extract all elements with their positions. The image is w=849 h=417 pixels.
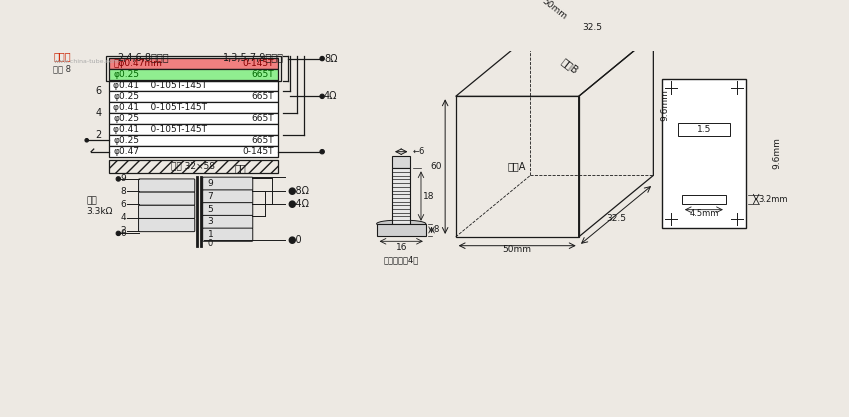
Bar xyxy=(109,146,278,157)
FancyBboxPatch shape xyxy=(203,177,253,190)
Text: 3: 3 xyxy=(208,218,213,226)
Circle shape xyxy=(731,81,743,94)
Text: φ0.25: φ0.25 xyxy=(113,92,139,101)
FancyBboxPatch shape xyxy=(203,228,253,241)
Text: 次级: 次级 xyxy=(234,163,246,173)
Text: 8Ω: 8Ω xyxy=(324,53,337,63)
Bar xyxy=(109,69,278,80)
Circle shape xyxy=(665,213,677,226)
Text: 舌宽A: 舌宽A xyxy=(508,162,526,172)
Text: 2: 2 xyxy=(95,130,101,140)
Text: 2: 2 xyxy=(121,226,127,235)
Bar xyxy=(109,58,278,69)
Text: 50mm: 50mm xyxy=(503,245,531,254)
Text: 4: 4 xyxy=(121,213,127,222)
Text: 0: 0 xyxy=(121,229,127,238)
Circle shape xyxy=(731,213,743,226)
Text: 9.6mm: 9.6mm xyxy=(661,89,669,121)
Text: 9: 9 xyxy=(121,174,127,183)
Text: 上面板螺栓4只: 上面板螺栓4只 xyxy=(384,255,419,264)
Text: 屏极 8: 屏极 8 xyxy=(53,65,71,74)
Text: 665T: 665T xyxy=(251,92,274,101)
Circle shape xyxy=(320,94,324,98)
Text: 1.5: 1.5 xyxy=(697,125,711,134)
Text: 4Ω: 4Ω xyxy=(324,91,337,101)
Bar xyxy=(109,160,278,173)
Circle shape xyxy=(85,138,88,142)
Text: 6: 6 xyxy=(95,86,101,96)
Ellipse shape xyxy=(377,220,426,227)
Text: 2,4,6,8段串联: 2,4,6,8段串联 xyxy=(117,53,169,63)
FancyBboxPatch shape xyxy=(138,205,194,219)
Bar xyxy=(662,79,745,228)
Text: 665T: 665T xyxy=(251,70,274,79)
FancyBboxPatch shape xyxy=(138,192,194,205)
Text: 3.2mm: 3.2mm xyxy=(758,195,787,203)
Text: 铁芯 32×58: 铁芯 32×58 xyxy=(171,162,216,171)
Text: ●0: ●0 xyxy=(288,236,302,246)
FancyBboxPatch shape xyxy=(138,179,194,192)
Text: 5: 5 xyxy=(208,205,213,214)
Text: φ0.47: φ0.47 xyxy=(113,147,139,156)
Circle shape xyxy=(320,56,324,61)
FancyBboxPatch shape xyxy=(203,216,253,229)
Text: 9: 9 xyxy=(208,179,213,188)
Text: 0-145T: 0-145T xyxy=(242,59,274,68)
Text: 8: 8 xyxy=(121,187,127,196)
Bar xyxy=(109,135,278,146)
Text: 7: 7 xyxy=(208,192,213,201)
Text: 665T: 665T xyxy=(251,136,274,145)
Bar xyxy=(392,156,410,168)
Text: φ0.25: φ0.25 xyxy=(113,70,139,79)
Text: φ0.25: φ0.25 xyxy=(113,114,139,123)
Text: 1: 1 xyxy=(208,230,213,239)
Text: 665T: 665T xyxy=(251,114,274,123)
Bar xyxy=(109,124,278,135)
Text: 16: 16 xyxy=(396,243,407,252)
Bar xyxy=(377,224,426,236)
Text: 50mm: 50mm xyxy=(540,0,569,21)
Text: 8: 8 xyxy=(433,225,439,234)
FancyBboxPatch shape xyxy=(138,219,194,231)
Text: 4.5mm: 4.5mm xyxy=(689,209,718,218)
Text: 0-145T: 0-145T xyxy=(242,147,274,156)
Text: 线φ0.47mm: 线φ0.47mm xyxy=(113,59,162,68)
Bar xyxy=(392,168,410,224)
Text: 初级
3.3kΩ: 初级 3.3kΩ xyxy=(87,196,113,216)
Bar xyxy=(109,113,278,123)
Bar xyxy=(678,123,730,136)
Bar xyxy=(109,80,278,91)
Text: 32.5: 32.5 xyxy=(582,23,602,32)
Text: φ0.41    0-105T-145T: φ0.41 0-105T-145T xyxy=(113,81,207,90)
Text: 32.5: 32.5 xyxy=(606,214,626,223)
Bar xyxy=(109,103,278,113)
Text: ●8Ω: ●8Ω xyxy=(288,186,310,196)
FancyBboxPatch shape xyxy=(203,190,253,203)
Text: 9.6mm: 9.6mm xyxy=(772,138,781,169)
Text: 电子牛: 电子牛 xyxy=(53,52,71,62)
Text: www.china-tube.com: www.china-tube.com xyxy=(53,58,120,63)
Bar xyxy=(109,91,278,102)
Circle shape xyxy=(116,177,121,181)
Text: 0: 0 xyxy=(208,239,213,249)
Text: 18: 18 xyxy=(423,191,434,201)
Text: 1,3,5,7,9段并联: 1,3,5,7,9段并联 xyxy=(223,53,284,63)
FancyBboxPatch shape xyxy=(203,203,253,216)
Circle shape xyxy=(116,231,121,236)
Bar xyxy=(682,195,726,203)
Text: φ0.41    0-105T-145T: φ0.41 0-105T-145T xyxy=(113,103,207,112)
Text: 60: 60 xyxy=(430,162,442,171)
Bar xyxy=(106,56,281,80)
Text: 4: 4 xyxy=(95,108,101,118)
Text: ●4Ω: ●4Ω xyxy=(288,198,310,208)
Text: φ0.25: φ0.25 xyxy=(113,136,139,145)
Text: 6: 6 xyxy=(121,200,127,209)
Circle shape xyxy=(320,150,324,154)
Text: ←6: ←6 xyxy=(413,147,424,156)
Circle shape xyxy=(665,81,677,94)
Text: 舌长B: 舌长B xyxy=(559,56,580,75)
Text: φ0.41    0-105T-145T: φ0.41 0-105T-145T xyxy=(113,125,207,134)
